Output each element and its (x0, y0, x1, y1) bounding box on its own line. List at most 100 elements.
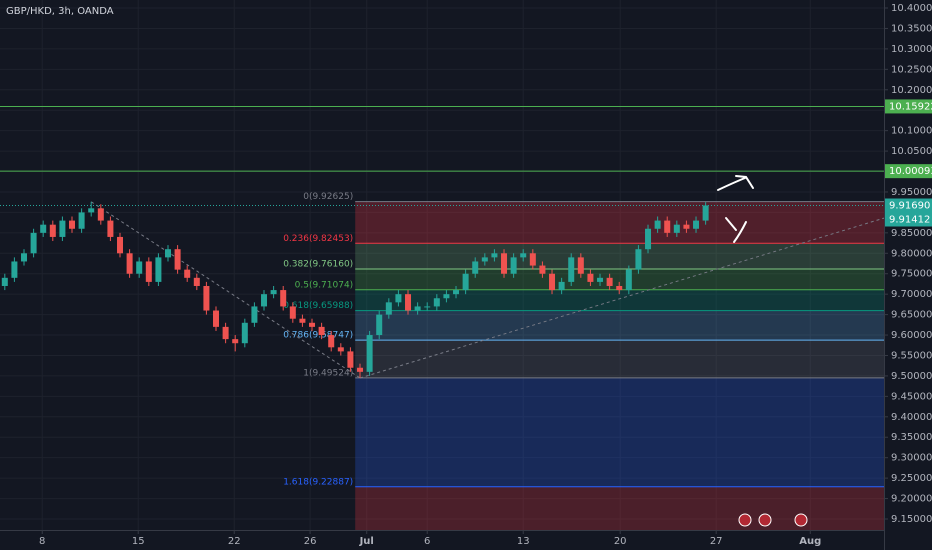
time-axis: 8 15 22 26 Jul 6 13 20 27 Aug (39, 530, 821, 547)
fib-label: 1(9.49524) (303, 368, 353, 378)
fib-zone (355, 340, 884, 378)
candle-body (414, 306, 421, 311)
candle-body (88, 208, 95, 213)
candle-body (165, 249, 172, 258)
candle-body (481, 257, 488, 262)
candle-body (654, 220, 661, 229)
price-badge (885, 212, 932, 227)
candle-body (510, 257, 517, 274)
hand-drawn-arrows (717, 175, 754, 243)
candle-body (155, 257, 162, 282)
x-tick-label: 26 (304, 536, 317, 547)
y-tick-label: 9.50000 (891, 371, 932, 382)
candle-body (261, 294, 268, 307)
candle-body (21, 253, 28, 262)
candle-body (203, 285, 210, 311)
candle-body (597, 277, 604, 282)
price-badge-label: 9.91690 (889, 201, 930, 212)
fib-label: 0.618(9.65988) (283, 301, 353, 311)
candle-body (405, 294, 412, 311)
event-icons (738, 513, 808, 527)
candle-body (280, 290, 287, 307)
y-tick-label: 9.25000 (891, 473, 932, 484)
candle-body (664, 220, 671, 233)
fib-zone (355, 268, 884, 290)
fib-zone (355, 243, 884, 269)
candle-body (69, 220, 76, 229)
fib-zone (355, 289, 884, 311)
candle-body (251, 306, 258, 323)
candle-body (472, 261, 479, 274)
x-tick-label: 20 (614, 536, 627, 547)
price-badge-label: 10.15922 (889, 101, 932, 112)
candle-body (117, 236, 124, 254)
candle-body (97, 208, 104, 221)
x-tick-label: Jul (359, 536, 374, 547)
candle-body (606, 277, 613, 286)
candle-body (357, 367, 364, 372)
x-tick-label: 6 (424, 536, 430, 547)
candle-body (549, 273, 556, 291)
y-tick-label: 9.70000 (891, 289, 932, 300)
candle-body (702, 205, 709, 221)
candle-body (145, 261, 152, 282)
candle-body (635, 249, 642, 270)
candle-body (625, 269, 632, 291)
y-tick-label: 9.55000 (891, 350, 932, 361)
y-tick-label: 9.45000 (891, 391, 932, 402)
fib-zone (355, 377, 884, 487)
candle-body (491, 253, 498, 258)
x-tick-label: 27 (710, 536, 723, 547)
candle-body (299, 318, 306, 323)
y-tick-label: 10.30000 (891, 44, 932, 55)
candle-body (241, 322, 248, 344)
price-badge-label: 10.00093 (889, 166, 932, 177)
candle-body (520, 253, 527, 258)
x-tick-label: 22 (228, 536, 241, 547)
price-badge (885, 198, 932, 213)
candle-body (59, 220, 66, 237)
price-badge (885, 99, 932, 114)
x-tick-label: 15 (132, 536, 145, 547)
y-tick-label: 9.80000 (891, 248, 932, 259)
candle-body (337, 347, 344, 352)
candle-body (328, 335, 335, 348)
fib-label: 0.786(9.58747) (283, 331, 353, 341)
candle-body (453, 290, 460, 295)
candle-body (49, 224, 56, 237)
candle-body (529, 253, 536, 266)
candle-body (222, 326, 229, 340)
candle-body (193, 277, 200, 286)
x-tick-label: Aug (799, 536, 821, 547)
y-tick-label: 9.35000 (891, 432, 932, 443)
candle-body (11, 261, 18, 278)
candle-body (558, 281, 565, 291)
candle-body (184, 269, 191, 278)
price-axis: 10.40000 10.35000 10.30000 10.25000 10.20000… (884, 3, 932, 525)
candle-body (616, 285, 623, 291)
fib-zone (355, 310, 884, 341)
fib-retracement: 0(9.92625) 0.236(9.82453) 0.382(9.76160) 0.… (283, 192, 884, 530)
y-tick-label: 10.40000 (891, 3, 932, 14)
candle-body (366, 335, 373, 372)
candle-body (318, 326, 325, 336)
trend-line (359, 217, 885, 379)
y-tick-label: 9.65000 (891, 310, 932, 321)
fib-label: 1.618(9.22887) (283, 477, 353, 487)
price-badge (885, 164, 932, 179)
candle-body (683, 224, 690, 229)
fib-label: 0(9.92625) (303, 192, 353, 202)
candle-body (78, 212, 85, 229)
candle-body (232, 339, 239, 344)
y-tick-label: 9.95000 (891, 187, 932, 198)
fib-label: 0.382(9.76160) (283, 259, 353, 269)
candle-body (462, 273, 469, 291)
x-tick-label: 8 (39, 536, 45, 547)
candle-body (107, 220, 114, 237)
candle-body (289, 306, 296, 319)
y-tick-label: 9.40000 (891, 412, 932, 423)
y-tick-label: 9.20000 (891, 494, 932, 505)
y-tick-label: 10.05000 (891, 146, 932, 157)
price-badge-label: 9.91412 (889, 215, 930, 226)
